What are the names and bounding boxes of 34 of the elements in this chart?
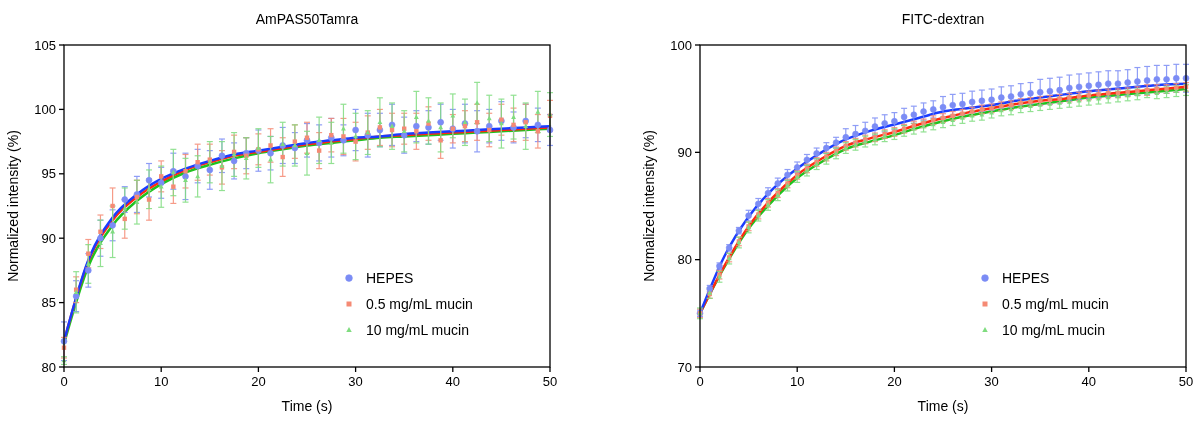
y-tick-label: 70 (677, 359, 692, 375)
chart-title: AmPAS50Tamra (255, 11, 359, 27)
y-tick-label: 90 (677, 144, 692, 160)
x-tick-label: 20 (251, 374, 266, 389)
y-tick-label: 100 (34, 101, 56, 117)
x-tick-label: 20 (887, 374, 902, 389)
x-axis-title: Time (s) (281, 398, 333, 414)
legend-label: 10 mg/mL mucin (1002, 322, 1105, 338)
y-tick-label: 100 (670, 37, 692, 53)
x-tick-label: 50 (542, 374, 558, 389)
y-tick-label: 95 (41, 166, 56, 182)
x-tick-label: 30 (984, 374, 999, 389)
legend-label: 0.5 mg/mL mucin (366, 296, 473, 312)
y-tick-label: 85 (41, 295, 56, 311)
y-tick-label: 80 (41, 359, 56, 375)
y-tick-label: 90 (41, 230, 56, 246)
x-tick-label: 40 (1081, 374, 1097, 389)
x-tick-label: 10 (153, 374, 169, 389)
x-tick-label: 0 (696, 374, 704, 389)
x-tick-label: 10 (789, 374, 805, 389)
x-axis-title: Time (s) (917, 398, 969, 414)
legend-label: 10 mg/mL mucin (366, 322, 469, 338)
x-tick-label: 50 (1178, 374, 1194, 389)
x-tick-label: 40 (445, 374, 461, 389)
legend-label: HEPES (366, 270, 414, 286)
x-tick-label: 30 (348, 374, 363, 389)
y-axis-title: Normalized intensity (%) (641, 130, 657, 282)
legend-label: HEPES (1002, 270, 1050, 286)
chart-title: FITC-dextran (901, 11, 985, 27)
y-axis-title: Normalized intensity (%) (5, 130, 21, 282)
y-tick-label: 105 (34, 37, 56, 53)
y-tick-label: 80 (677, 252, 692, 268)
legend-label: 0.5 mg/mL mucin (1002, 296, 1109, 312)
x-tick-label: 0 (60, 374, 68, 389)
